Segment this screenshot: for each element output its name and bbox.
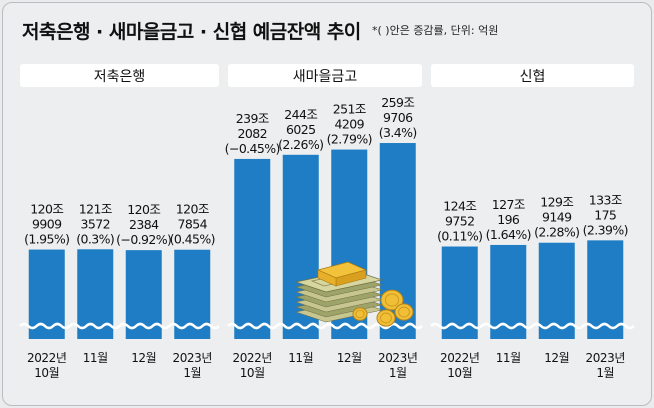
data-label-0-1-1: 3572: [81, 216, 110, 231]
tick-label-2-3-0: 2023년: [585, 351, 625, 365]
data-label-2-2-1: 9149: [542, 210, 572, 225]
tick-label-2-3-1: 1월: [596, 366, 614, 380]
bar-2-3: [587, 240, 624, 339]
data-label-1-1-2: (2.26%): [278, 137, 323, 152]
axis-break-0: [19, 322, 220, 330]
tick-label-1-2-0: 12월: [337, 351, 362, 365]
data-label-2-0-0: 124조: [443, 199, 476, 214]
data-label-1-0-1: 2082: [238, 126, 267, 141]
data-label-0-3-2: (0.45%): [170, 232, 215, 247]
bar-2-2: [538, 242, 575, 339]
data-label-0-3-0: 120조: [176, 202, 209, 217]
unit-note: *( )안은 증감률, 단위: 억원: [372, 24, 499, 37]
page-title: 저축은행 · 새마을금고 · 신협 예금잔액 추이: [22, 21, 361, 43]
data-label-0-0-1: 9909: [32, 217, 62, 232]
data-label-2-2-2: (2.28%): [534, 225, 579, 240]
data-label-2-0-2: (0.11%): [437, 229, 482, 244]
tick-label-0-0-1: 10월: [34, 366, 59, 380]
tick-label-0-3-0: 2023년: [172, 351, 212, 365]
data-label-1-0-0: 239조: [236, 111, 269, 126]
data-label-1-1-1: 6025: [286, 122, 315, 137]
tick-label-2-0-1: 10월: [447, 366, 472, 380]
tick-label-1-0-1: 10월: [240, 366, 265, 380]
tick-label-2-1-0: 11월: [496, 351, 521, 365]
tick-label-2-0-0: 2022년: [440, 351, 480, 365]
data-label-2-1-0: 127조: [492, 197, 525, 212]
panel-title-credit-union: 신협: [431, 64, 634, 87]
data-label-1-3-2: (3.4%): [379, 125, 417, 140]
money-stack-coins-icon: [294, 261, 414, 327]
tick-label-1-3-0: 2023년: [378, 351, 418, 365]
data-label-0-0-2: (1.95%): [24, 232, 69, 247]
data-label-1-2-2: (2.79%): [327, 132, 372, 147]
data-label-0-2-1: 2384: [129, 217, 159, 232]
data-label-2-0-1: 9752: [445, 214, 474, 229]
data-label-2-3-0: 133조: [589, 192, 622, 207]
tick-label-1-0-0: 2022년: [232, 351, 272, 365]
data-label-0-2-2: (−0.92%): [116, 232, 171, 247]
data-label-1-3-0: 259조: [381, 95, 414, 110]
tick-label-2-2-0: 12월: [544, 351, 569, 365]
data-label-2-1-2: (1.64%): [486, 227, 531, 242]
axis-break-1: [227, 322, 423, 330]
data-label-0-0-0: 120조: [30, 202, 63, 217]
data-label-1-2-0: 251조: [333, 102, 366, 117]
panel-title-savings-bank: 저축은행: [20, 64, 219, 87]
tick-label-1-1-0: 11월: [288, 351, 313, 365]
data-label-0-2-0: 120조: [127, 202, 160, 217]
data-label-1-0-2: (−0.45%): [225, 141, 280, 156]
data-label-0-1-2: (0.3%): [76, 231, 114, 246]
data-label-2-1-1: 196: [497, 212, 520, 227]
tick-label-0-0-0: 2022년: [27, 351, 67, 365]
tick-label-0-3-1: 1월: [183, 366, 201, 380]
data-label-1-3-1: 9706: [383, 110, 413, 125]
tick-label-0-1-0: 11월: [83, 351, 108, 365]
axis-break-2: [430, 322, 635, 330]
data-label-0-3-1: 7854: [178, 217, 208, 232]
tick-label-0-2-0: 12월: [131, 351, 156, 365]
tick-label-1-3-1: 1월: [389, 366, 407, 380]
data-label-2-3-2: (2.39%): [583, 222, 628, 237]
data-label-2-2-0: 129조: [540, 195, 573, 210]
data-label-0-1-0: 121조: [79, 201, 112, 216]
data-label-1-2-1: 4209: [335, 117, 365, 132]
panel-title-saemaeul: 새마을금고: [228, 64, 422, 87]
data-label-1-1-0: 244조: [284, 107, 317, 122]
data-label-2-3-1: 175: [594, 207, 616, 222]
bar-1-0: [234, 158, 271, 339]
